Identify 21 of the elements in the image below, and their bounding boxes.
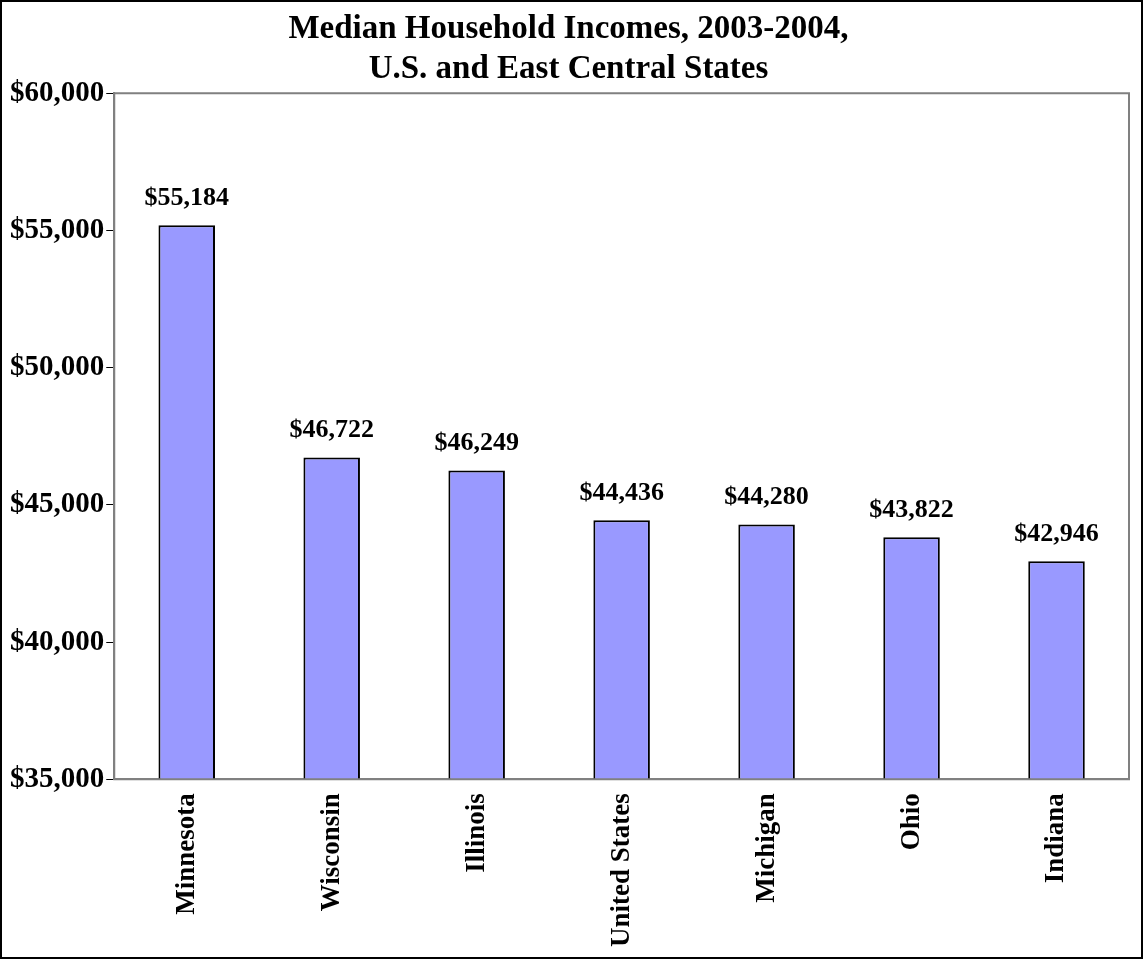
y-tick-label: $35,000 bbox=[10, 760, 105, 793]
x-tick-label: Illinois bbox=[459, 793, 490, 873]
y-tick-label: $45,000 bbox=[10, 486, 105, 519]
x-tick-label: Indiana bbox=[1039, 792, 1070, 884]
x-tick-label: United States bbox=[604, 793, 635, 947]
data-label: $44,280 bbox=[724, 481, 809, 511]
x-tick-label: Minnesota bbox=[169, 792, 200, 915]
x-tick-label: Michigan bbox=[749, 793, 780, 903]
data-label: $43,822 bbox=[869, 493, 954, 523]
y-tick-label: $50,000 bbox=[10, 349, 105, 382]
x-tick-label: Ohio bbox=[894, 793, 925, 851]
chart-title: Median Household Incomes, 2003-2004, U.S. and East Central States bbox=[288, 9, 849, 85]
y-tick-label: $55,000 bbox=[10, 211, 105, 244]
data-label: $42,946 bbox=[1014, 517, 1099, 547]
x-tick-label: Wisconsin bbox=[314, 793, 345, 912]
data-label: $46,722 bbox=[289, 414, 374, 444]
data-label: $55,184 bbox=[144, 182, 229, 212]
y-tick-label: $40,000 bbox=[10, 623, 105, 656]
data-label: $46,249 bbox=[434, 427, 519, 457]
y-tick-label: $60,000 bbox=[10, 74, 105, 107]
data-label: $44,436 bbox=[579, 477, 664, 507]
